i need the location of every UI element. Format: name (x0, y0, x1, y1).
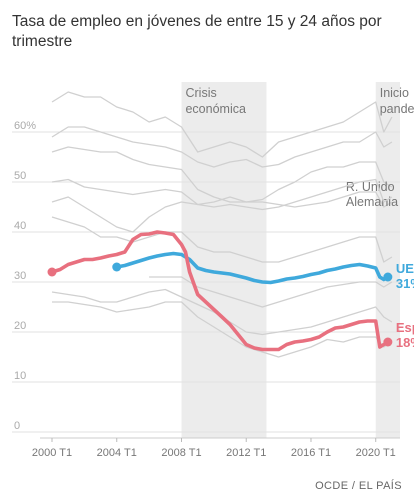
x-tick-label: 2020 T1 (356, 447, 396, 459)
shaded-period-label: Inicio (380, 86, 409, 100)
shaded-period-1 (181, 82, 267, 438)
y-tick-label: 0 (14, 420, 20, 432)
series-line-other (52, 301, 393, 358)
series-line-other (51, 191, 393, 233)
series-line-espana (50, 230, 390, 352)
y-tick-label: 30 (14, 270, 26, 282)
series-end-point-espana (383, 337, 393, 347)
series-value-label-espana: 18% (396, 335, 414, 350)
x-tick-label: 2016 T1 (291, 447, 331, 459)
y-tick-label: 40 (14, 220, 26, 232)
source-credit: OCDE / EL PAÍS (315, 480, 402, 492)
shaded-period-label: económica (185, 102, 245, 116)
series-line-other (51, 146, 393, 203)
series-line-other (51, 178, 393, 211)
x-tick-label: 2008 T1 (161, 447, 201, 459)
series-line-other (51, 91, 393, 158)
series-end-point-ue (383, 272, 393, 282)
y-tick-label: 10 (14, 370, 26, 382)
chart-title: Tasa de empleo en jóvenes de entre 15 y … (12, 13, 382, 50)
series-label-ue: UE (396, 261, 414, 276)
y-tick-label: 50 (14, 170, 26, 182)
y-tick-label: 60% (14, 120, 36, 132)
y-tick-label: 20 (14, 320, 26, 332)
shaded-period-label: pandemia (380, 102, 414, 116)
shaded-period-label: Crisis (185, 86, 216, 100)
series-value-label-ue: 31% (396, 276, 414, 291)
series-start-point-ue (112, 262, 122, 272)
x-tick-label: 2000 T1 (32, 447, 72, 459)
series-line-other (51, 126, 393, 168)
series-label: R. Unido (346, 180, 395, 194)
x-tick-label: 2004 T1 (97, 447, 137, 459)
series-line-ue (114, 251, 390, 285)
series-line-other (51, 216, 393, 263)
series-line-other (51, 288, 393, 336)
series-label-espana: España (396, 320, 414, 335)
x-tick-label: 2012 T1 (226, 447, 266, 459)
series-label: Alemania (346, 195, 398, 209)
series-start-point-espana (47, 267, 57, 277)
